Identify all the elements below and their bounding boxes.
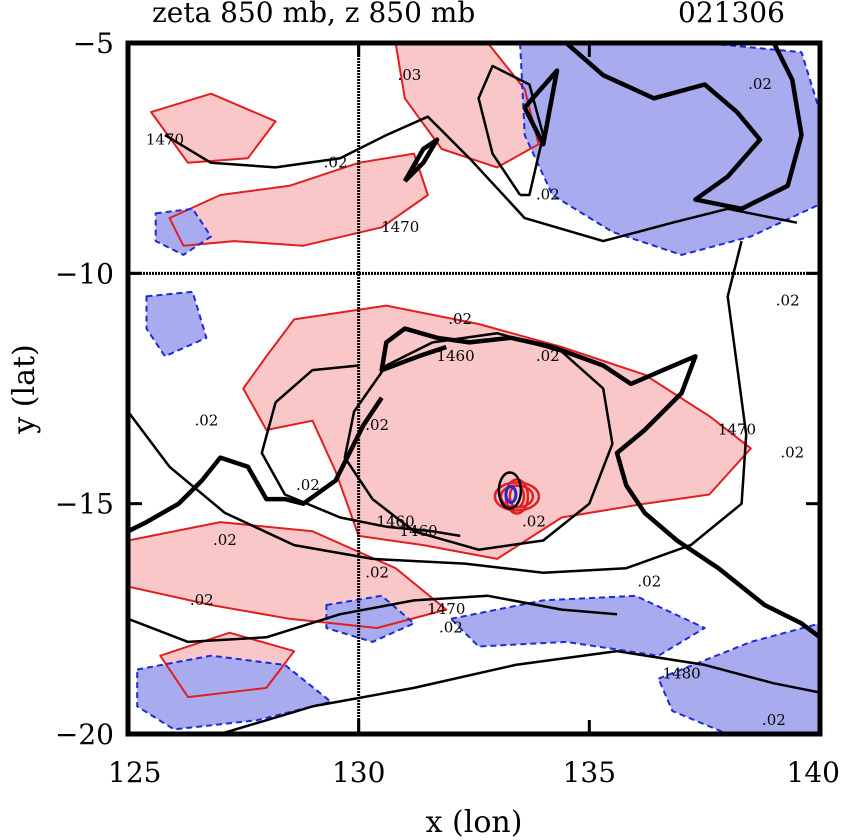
contour-label-13: .02	[780, 444, 804, 462]
height-contour-1460-1	[260, 364, 461, 538]
vorticity-shading	[128, 43, 820, 734]
contour-label-0: 1470	[146, 130, 184, 148]
contour-label-10: .02	[194, 411, 218, 429]
y-tick-label-3: −20	[55, 718, 114, 751]
coastline-0	[379, 326, 820, 640]
vorticity-contour-negative-7	[449, 594, 706, 657]
coastline-4	[522, 68, 560, 147]
contour-label-4: 1470	[381, 218, 419, 236]
vorticity-outline-contours	[128, 43, 820, 734]
axis-ticks: 125 130 135 140 −5 −10 −15 −20	[55, 27, 840, 789]
vortex-height-contour	[497, 471, 523, 510]
contour-label-16: 1460	[400, 522, 438, 540]
height-contour-1470-4	[164, 115, 798, 243]
vorticity-region-positive-4	[395, 43, 539, 168]
contour-label-23: .02	[439, 619, 463, 637]
x-tick-label-1: 130	[332, 756, 385, 789]
contour-label-20: .02	[190, 591, 214, 609]
contour-label-8: .02	[536, 347, 560, 365]
height-contour-1470-3	[128, 594, 618, 644]
reference-grid-lines	[128, 43, 820, 734]
vorticity-region-negative-6	[520, 43, 820, 255]
geopotential-height-contours	[128, 64, 820, 734]
chart-title-left: zeta 850 mb, z 850 mb	[152, 0, 475, 29]
vorticity-contour-negative-8	[136, 654, 332, 731]
contour-label-22: 1470	[427, 600, 465, 618]
vorticity-contour-positive-2	[150, 92, 277, 164]
contour-label-11: .02	[365, 416, 389, 434]
contour-label-24: 1480	[663, 665, 701, 683]
vorticity-contour-positive-1	[168, 152, 429, 247]
coastline-3	[402, 137, 440, 183]
contour-label-19: .02	[365, 563, 389, 581]
contour-label-15: 1460	[376, 513, 414, 531]
y-tick-label-2: −15	[55, 488, 114, 521]
contour-label-18: .02	[213, 531, 237, 549]
height-contour-1460-6	[477, 64, 545, 197]
vortex-ring-positive-3	[508, 484, 526, 509]
contour-label-9: .02	[776, 292, 800, 310]
contour-label-14: .02	[296, 476, 320, 494]
vorticity-contour-negative-6	[519, 43, 820, 256]
x-tick-label-3: 140	[787, 756, 840, 789]
vorticity-region-negative-9	[658, 623, 820, 734]
vorticity-region-negative-10	[146, 291, 207, 357]
height-contour-1470-2	[128, 240, 748, 575]
vorticity-contour-negative-11	[154, 207, 212, 256]
vortex-ring-positive-0	[493, 481, 541, 512]
chart-title-right: 021306	[678, 0, 785, 29]
vorticity-contour-negative-9	[657, 622, 820, 734]
vorticity-contour-positive-4	[394, 43, 540, 169]
x-tick-label-0: 125	[108, 756, 161, 789]
contour-label-5: .02	[748, 75, 772, 93]
coastline-outlines	[128, 43, 820, 640]
vorticity-contour-positive-3	[128, 521, 448, 629]
vorticity-contour-negative-12	[325, 594, 415, 643]
contour-label-21: .02	[637, 573, 661, 591]
coastline-2	[564, 43, 804, 212]
y-axis-label: y (lat)	[7, 344, 42, 434]
height-contour-1460-0	[343, 331, 614, 551]
contour-label-6: .02	[448, 310, 472, 328]
contour-label-25: .02	[762, 711, 786, 729]
coastline-1	[128, 396, 384, 534]
vortex-core	[504, 484, 518, 504]
x-axis-label: x (lon)	[426, 805, 523, 840]
contour-label-2: .03	[397, 66, 421, 84]
vorticity-contour-positive-5	[159, 631, 296, 699]
contour-label-12: 1470	[718, 421, 756, 439]
vorticity-region-positive-1	[169, 153, 428, 246]
y-tick-label-1: −10	[55, 257, 114, 290]
x-tick-label-2: 135	[563, 756, 616, 789]
height-contour-1480-5	[219, 649, 820, 734]
contour-label-3: .02	[536, 186, 560, 204]
cyclone-vortex-marker	[493, 471, 541, 515]
vorticity-region-negative-7	[450, 595, 705, 656]
contour-label-17: .02	[522, 513, 546, 531]
contour-label-1: .02	[324, 153, 348, 171]
y-tick-label-0: −5	[73, 27, 114, 60]
plot-frame	[125, 40, 823, 737]
vorticity-contour-positive-0	[242, 304, 752, 560]
vorticity-region-negative-12	[326, 595, 414, 642]
contour-label-7: 1460	[436, 347, 474, 365]
